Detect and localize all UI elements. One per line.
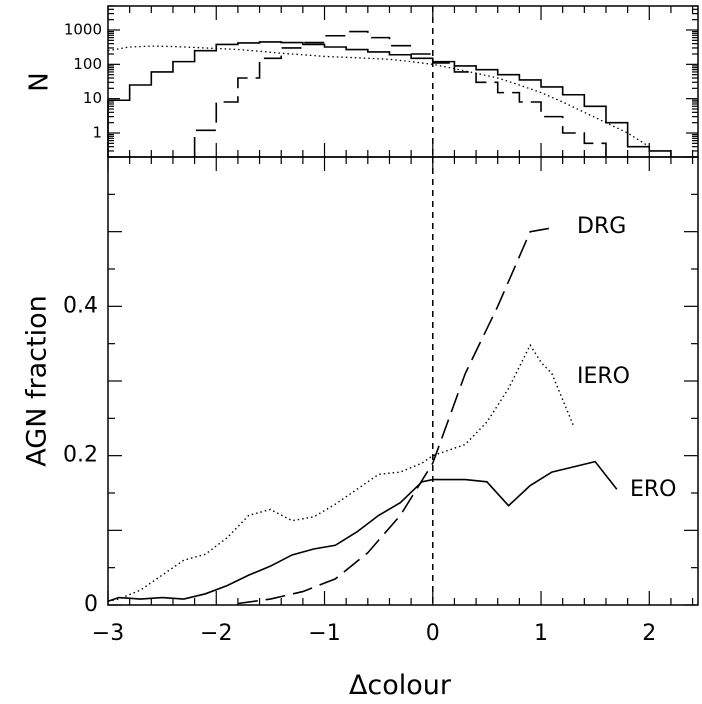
histogram-series [107,30,672,157]
x-tick-label: −1 [308,621,340,646]
y-tick-label: 10 [83,89,102,107]
agn-fraction-panel: 0 0.2 0.4 −3 −2 −1 0 1 2 ERO IERO DRG AGN fractio… [22,156,699,701]
agn-fraction-ylabel: AGN fraction [22,295,53,466]
series-label-ero: ERO [630,477,677,502]
histogram-frame [107,5,699,158]
histogram-dotted-line [107,45,650,148]
series-iero-line [107,343,575,602]
histogram-panel: 1000 100 10 1 N [25,5,699,158]
y-tick-label: 0.4 [63,293,98,318]
agn-fraction-x-tick-labels: −3 −2 −1 0 1 2 [92,621,657,646]
y-tick-label: 1 [92,124,102,142]
histogram-solid-line [107,41,672,157]
y-tick-label: 100 [73,55,102,73]
histogram-dashed-line [193,30,607,157]
series-label-iero: IERO [577,364,630,389]
y-tick-label: 1000 [64,20,102,38]
x-tick-label: 2 [642,621,656,646]
x-tick-label: −3 [92,621,124,646]
x-tick-label: 1 [534,621,548,646]
agn-fraction-y-tick-labels: 0 0.2 0.4 [63,293,98,617]
x-tick-label: 0 [426,621,440,646]
series-drg-line [237,227,552,605]
agn-fraction-xlabel: Δcolour [349,670,452,701]
x-tick-label: −2 [200,621,232,646]
y-tick-label: 0 [84,592,98,617]
y-tick-label: 0.2 [63,443,98,468]
series-label-drg: DRG [577,214,626,239]
series-ero-line [107,460,618,603]
histogram-ylabel: N [25,72,55,91]
agn-fraction-series [107,227,618,605]
histogram-y-tick-labels: 1000 100 10 1 [64,20,102,141]
series-labels: ERO IERO DRG [577,214,677,502]
histogram-ticks [107,5,698,158]
